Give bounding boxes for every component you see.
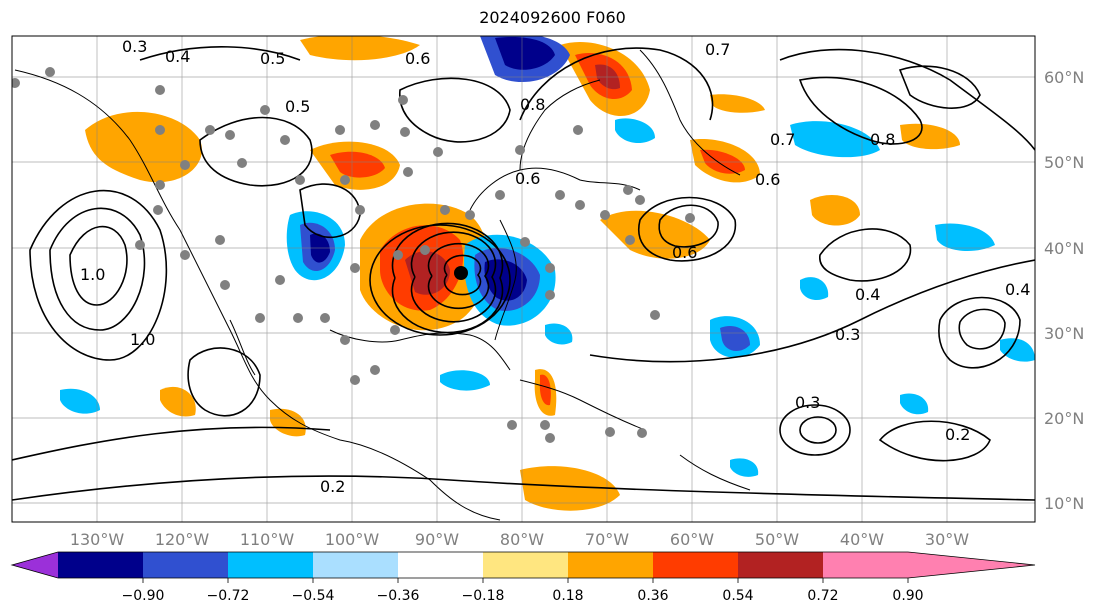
contour-label: 0.6 [515, 169, 540, 188]
contour-labels: 0.3 0.4 0.5 0.6 0.7 0.8 1.0 0.2 0.5 0.6 … [80, 37, 1030, 496]
latitude-label: 30°N [1044, 324, 1084, 343]
contour-label: 0.7 [770, 130, 795, 149]
contour-label: 0.2 [320, 477, 345, 496]
colorbar-segment [483, 552, 568, 578]
longitude-label: 90°W [415, 530, 459, 549]
colorbar-tick-label: 0.90 [892, 588, 923, 604]
latitude-label: 20°N [1044, 409, 1084, 428]
contour-label: 0.3 [122, 37, 147, 56]
colorbar-segment [143, 552, 228, 578]
contour-label: 0.8 [870, 130, 895, 149]
contour-label: 1.0 [80, 265, 105, 284]
latitude-label: 40°N [1044, 239, 1084, 258]
longitude-label: 60°W [670, 530, 714, 549]
longitude-label: 110°W [240, 530, 295, 549]
colorbar-tick-label: 0.54 [722, 588, 753, 604]
latitude-axis: 60°N 50°N 40°N 30°N 20°N 10°N [1044, 68, 1084, 513]
latitude-label: 50°N [1044, 153, 1084, 172]
map-title: 2024092600 F060 [479, 8, 626, 27]
contour-label: 0.7 [705, 40, 730, 59]
contour-lines [12, 46, 1035, 501]
longitude-label: 40°W [840, 530, 884, 549]
colorbar-tick-label: −0.36 [377, 588, 420, 604]
colorbar-tick-label: 0.36 [637, 588, 668, 604]
colorbar-segment [653, 552, 738, 578]
contour-label: 0.6 [405, 49, 430, 68]
colorbar-segment [313, 552, 398, 578]
contour-label: 0.4 [165, 47, 190, 66]
contour-label: 0.8 [520, 95, 545, 114]
colorbar-extend-max [908, 552, 1035, 578]
contour-label: 0.5 [285, 97, 310, 116]
longitude-label: 80°W [500, 530, 544, 549]
colorbar-segment [398, 552, 483, 578]
longitude-label: 120°W [155, 530, 210, 549]
latitude-label: 60°N [1044, 68, 1084, 87]
contour-label: 0.6 [755, 170, 780, 189]
contour-label: 0.4 [1005, 280, 1030, 299]
colorbar-tick-label: 0.72 [807, 588, 838, 604]
longitude-axis: 130°W 120°W 110°W 100°W 90°W 80°W 70°W 6… [70, 530, 969, 549]
longitude-label: 50°W [755, 530, 799, 549]
colorbar-tick-label: 0.18 [552, 588, 583, 604]
colorbar-tick-label: −0.18 [462, 588, 505, 604]
plot-border [11, 35, 1036, 523]
colorbar-tick-label: −0.90 [122, 588, 165, 604]
colorbar-ticks [142, 578, 909, 583]
contour-label: 0.3 [835, 325, 860, 344]
longitude-label: 100°W [325, 530, 380, 549]
colorbar-tick-label: −0.72 [207, 588, 250, 604]
colorbar-extend-min [12, 552, 58, 578]
contour-label: 0.5 [260, 49, 285, 68]
contour-label: 0.2 [945, 425, 970, 444]
longitude-label: 30°W [925, 530, 969, 549]
contour-label: 1.0 [130, 330, 155, 349]
colorbar-segment [823, 552, 908, 578]
colorbar-border [10, 551, 1036, 579]
contour-label: 0.3 [795, 393, 820, 412]
longitude-label: 70°W [585, 530, 629, 549]
latitude-label: 10°N [1044, 494, 1084, 513]
longitude-label: 130°W [70, 530, 125, 549]
colorbar-segment [738, 552, 823, 578]
contour-label: 0.4 [855, 285, 880, 304]
colorbar-segment [568, 552, 653, 578]
colorbar-segment [228, 552, 313, 578]
station-markers [12, 67, 695, 443]
colorbar: −0.90 −0.72 −0.54 −0.36 −0.18 0.18 0.36 … [10, 551, 1036, 604]
colorbar-segment [58, 552, 143, 578]
contour-label: 0.6 [672, 243, 697, 262]
low-center-marker [454, 266, 468, 280]
colorbar-tick-label: −0.54 [292, 588, 335, 604]
